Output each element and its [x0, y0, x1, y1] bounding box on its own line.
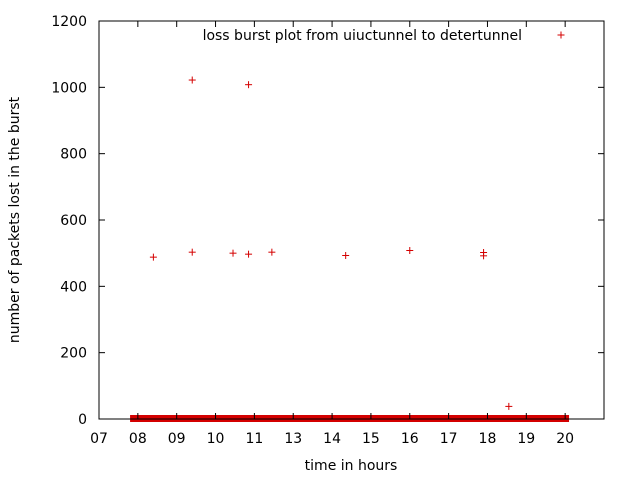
y-tick-label: 1200: [51, 14, 87, 30]
legend-marker: [557, 31, 565, 39]
x-tick-label: 18: [479, 431, 497, 447]
x-tick-label: 20: [556, 431, 574, 447]
data-point: [505, 402, 513, 410]
y-tick-label: 400: [60, 279, 87, 295]
data-point: [188, 248, 196, 256]
x-tick-label: 11: [245, 431, 263, 447]
x-axis-title: time in hours: [305, 458, 398, 474]
data-point: [245, 250, 253, 258]
x-tick-label: 13: [284, 431, 302, 447]
y-tick-label: 200: [60, 346, 87, 362]
y-tick-label: 0: [78, 412, 87, 428]
x-tick-label: 08: [129, 431, 147, 447]
x-tick-label: 07: [90, 431, 108, 447]
x-tick-label: 17: [440, 431, 458, 447]
x-tick-label: 19: [517, 431, 535, 447]
y-tick-label: 800: [60, 147, 87, 163]
data-point: [342, 251, 350, 259]
x-tick-label: 14: [323, 431, 341, 447]
data-point: [406, 247, 414, 255]
x-tick-label: 15: [362, 431, 380, 447]
data-point: [149, 253, 157, 261]
data-point: [480, 252, 488, 260]
data-point: [188, 76, 196, 84]
x-tick-label: 10: [207, 431, 225, 447]
x-tick-label: 16: [401, 431, 419, 447]
y-axis-title: number of packets lost in the burst: [7, 96, 23, 343]
data-point: [229, 249, 237, 257]
plot-frame: [98, 20, 605, 420]
data-point: [268, 248, 276, 256]
y-tick-label: 600: [60, 213, 87, 229]
legend: loss burst plot from uiuctunnel to deter…: [203, 28, 565, 44]
y-tick-label: 1000: [51, 80, 87, 96]
x-tick-label: 09: [168, 431, 186, 447]
data-point: [245, 81, 253, 89]
legend-label: loss burst plot from uiuctunnel to deter…: [203, 28, 522, 44]
